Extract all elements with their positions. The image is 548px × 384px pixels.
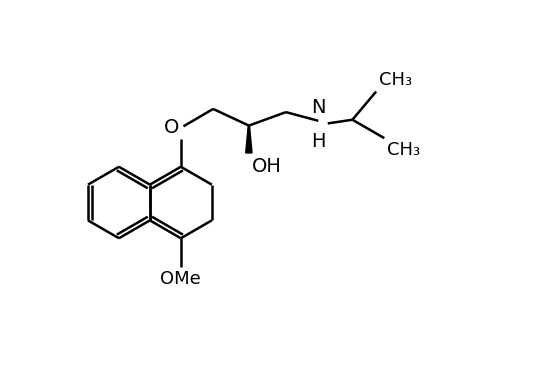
Text: CH₃: CH₃ [379,71,412,89]
Text: OMe: OMe [161,270,201,288]
Text: H: H [311,132,326,151]
Text: N: N [311,98,326,117]
Polygon shape [246,126,252,153]
Text: O: O [164,118,179,137]
Text: OH: OH [252,157,281,176]
Text: CH₃: CH₃ [387,141,420,159]
